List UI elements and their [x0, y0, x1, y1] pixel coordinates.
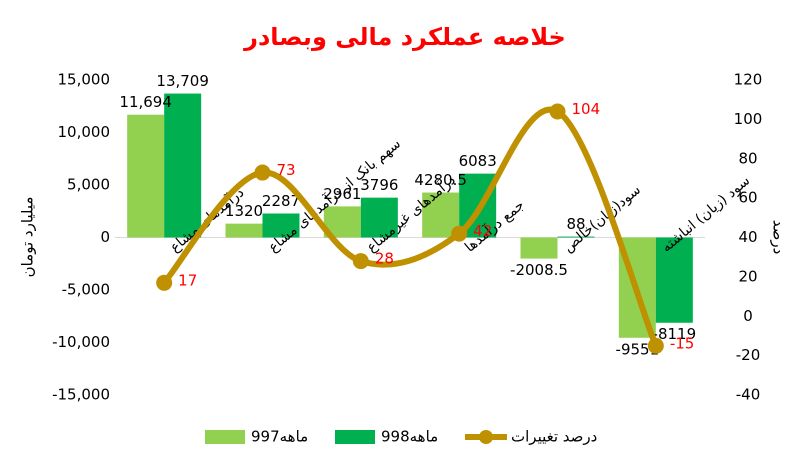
bar: [557, 236, 595, 238]
y-tick-label: -15,000: [52, 386, 110, 404]
data-label: -2008.5: [510, 261, 568, 279]
bar: [655, 237, 693, 323]
bar: [127, 114, 165, 238]
y-tick-label: 15,000: [58, 71, 111, 89]
legend-label: 9ماهه97: [251, 428, 308, 446]
y2-tick-label: 20: [738, 267, 757, 285]
y2-tick-label: 40: [738, 228, 757, 246]
data-label: 104: [572, 100, 601, 118]
bar: [262, 213, 300, 238]
y-tick-label: 10,000: [58, 123, 111, 141]
bar: [164, 93, 202, 238]
data-label: 88: [566, 215, 585, 233]
y2-tick-label: 100: [734, 110, 763, 128]
line-marker: [254, 164, 271, 181]
y2-tick-label: 0: [743, 307, 753, 325]
y-tick-label: 0: [100, 228, 110, 246]
data-label: 17: [178, 271, 197, 289]
line-marker: [549, 103, 566, 120]
data-label: -15: [670, 334, 695, 352]
data-label: 2961: [323, 185, 361, 203]
y2-tick-label: -40: [736, 386, 761, 404]
bar: [360, 197, 398, 238]
line-marker: [647, 337, 664, 354]
legend-label: 9ماهه98: [381, 428, 438, 446]
data-label: 42: [473, 222, 492, 240]
bar: [520, 237, 558, 259]
line-marker: [451, 225, 468, 242]
data-label: 28: [375, 250, 394, 268]
data-label: -8119: [653, 325, 697, 343]
data-label: 11,694: [119, 93, 172, 111]
y-tick-label: 5,000: [67, 176, 110, 194]
data-label: 1320: [225, 202, 263, 220]
y-tick-label: -5,000: [62, 281, 110, 299]
bar: [225, 223, 263, 238]
line-marker: [352, 253, 369, 270]
y-axis-title: میلیارد تومان: [19, 197, 37, 278]
chart-title: خلاصه عملکرد مالی وبصادر: [243, 23, 566, 51]
data-label: 4280.5: [414, 171, 467, 189]
data-label: 2287: [262, 192, 300, 210]
line-marker: [156, 274, 173, 291]
data-label: 73: [277, 161, 296, 179]
y2-tick-label: -20: [736, 346, 761, 364]
data-label: 13,709: [156, 72, 209, 90]
legend-label: درصد تغییرات: [511, 428, 597, 446]
y-tick-label: -10,000: [52, 333, 110, 351]
legend-swatch: [335, 430, 375, 444]
legend-swatch: [479, 430, 493, 444]
y2-tick-label: 80: [738, 149, 757, 167]
y2-tick-label: 120: [734, 71, 763, 89]
data-label: 6083: [459, 152, 497, 170]
legend-swatch: [205, 430, 245, 444]
data-label: 3796: [360, 176, 398, 194]
y2-axis-title: درصد: [770, 220, 788, 255]
y2-tick-label: 60: [738, 189, 757, 207]
